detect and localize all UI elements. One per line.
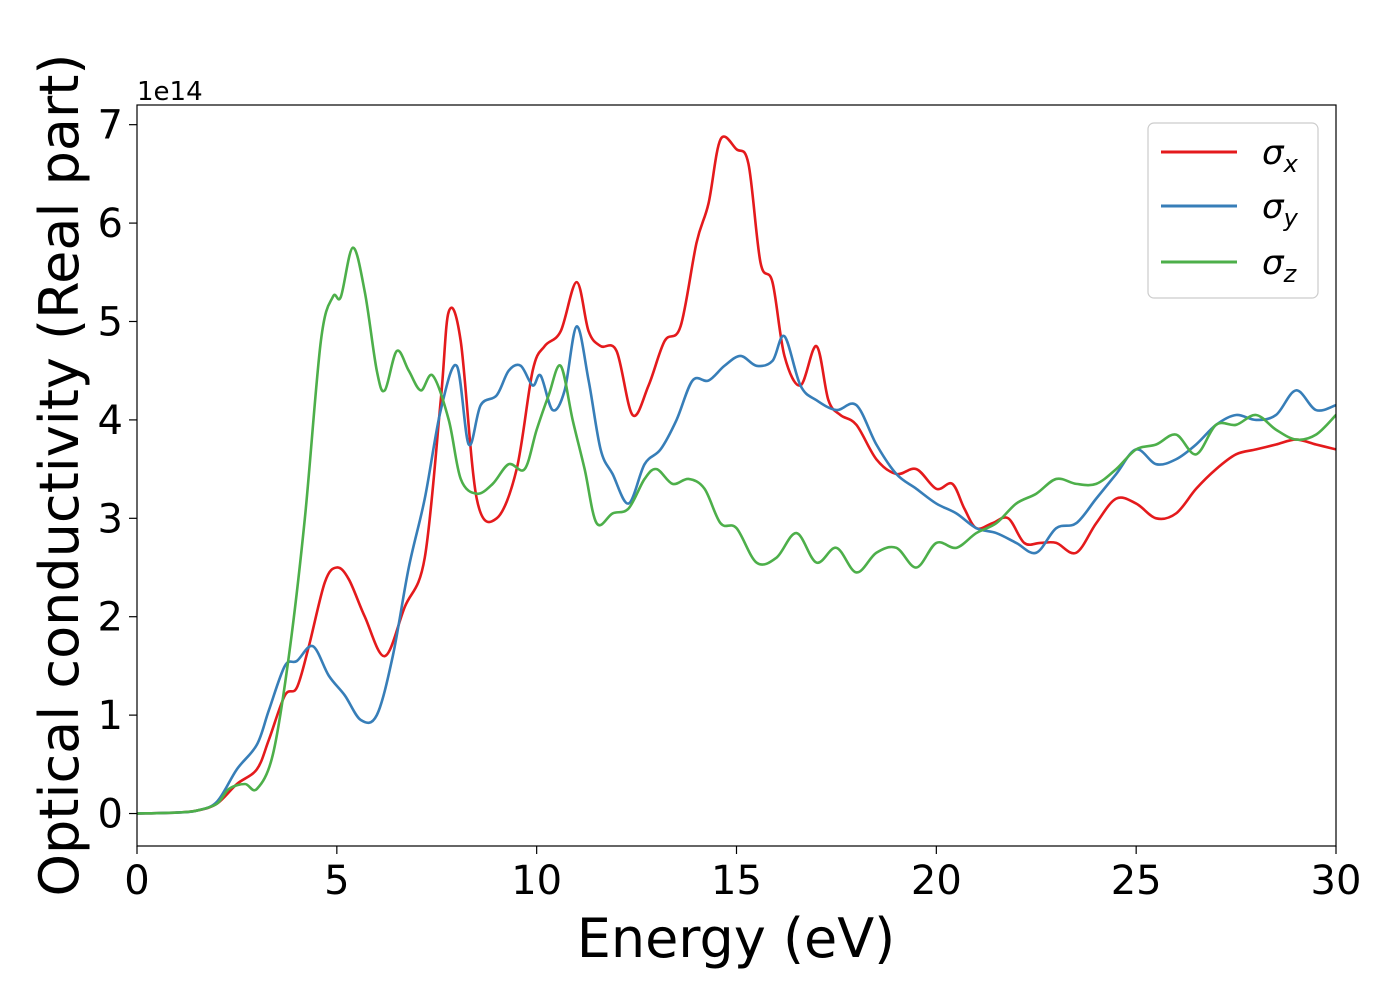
series-line-sigma-y xyxy=(137,325,1336,815)
legend-label-sigma-x: σx xyxy=(1262,133,1299,178)
y-tick-label: 4 xyxy=(98,398,123,444)
x-tick-label: 25 xyxy=(1111,858,1162,904)
x-tick-label: 30 xyxy=(1311,858,1362,904)
x-tick-label: 0 xyxy=(124,858,149,904)
x-axis-label: Energy (eV) xyxy=(577,907,896,970)
y-tick-label: 6 xyxy=(98,201,123,247)
series-line-sigma-x xyxy=(137,135,1336,815)
y-offset-label: 1e14 xyxy=(137,77,203,107)
y-tick-label: 2 xyxy=(98,595,123,641)
series-layer xyxy=(137,135,1336,815)
x-tick-label: 15 xyxy=(711,858,762,904)
series-line-sigma-z xyxy=(137,246,1336,815)
x-axis-ticks: 0 5 10 15 20 25 30 xyxy=(124,846,1361,904)
legend-label-sigma-y: σy xyxy=(1262,187,1299,232)
x-tick-label: 20 xyxy=(911,858,962,904)
legend-box xyxy=(1147,122,1319,299)
legend-label-sigma-z: σz xyxy=(1262,243,1298,288)
y-tick-label: 3 xyxy=(98,496,123,542)
y-axis-ticks: 0 1 2 3 4 5 6 7 xyxy=(98,103,137,838)
y-tick-label: 0 xyxy=(98,792,123,838)
y-tick-label: 5 xyxy=(98,299,123,345)
y-axis-label: Optical conductivity (Real part) xyxy=(28,54,91,897)
y-tick-label: 1 xyxy=(98,693,123,739)
x-tick-label: 10 xyxy=(511,858,562,904)
y-tick-label: 7 xyxy=(98,103,123,149)
x-tick-label: 5 xyxy=(324,858,349,904)
legend: σx σy σz xyxy=(1147,122,1319,299)
